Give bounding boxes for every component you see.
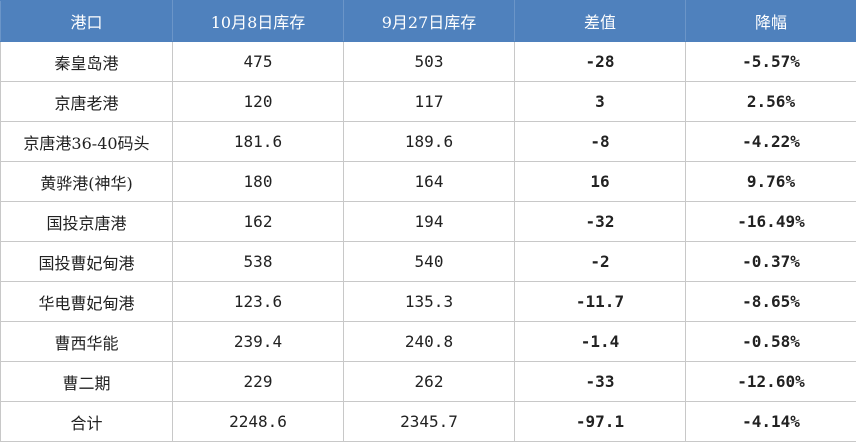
oct8-stock-cell: 180 <box>172 161 344 202</box>
sep27-stock-cell: 189.6 <box>343 121 515 162</box>
difference-cell: -32 <box>514 201 686 242</box>
table-header: 港口 10月8日库存 9月27日库存 差值 降幅 <box>0 0 856 42</box>
sep27-stock-cell: 262 <box>343 361 515 402</box>
port-name-cell: 京唐港36-40码头 <box>0 121 173 162</box>
difference-cell: -11.7 <box>514 281 686 322</box>
table-row: 京唐老港 120 117 3 2.56% <box>0 81 856 122</box>
oct8-stock-cell: 2248.6 <box>172 401 344 442</box>
oct8-stock-cell: 538 <box>172 241 344 282</box>
port-name-cell: 国投曹妃甸港 <box>0 241 173 282</box>
difference-cell: -33 <box>514 361 686 402</box>
change-rate-cell: -0.37% <box>685 241 856 282</box>
difference-cell: 3 <box>514 81 686 122</box>
change-rate-cell: -16.49% <box>685 201 856 242</box>
table-row: 曹西华能 239.4 240.8 -1.4 -0.58% <box>0 321 856 362</box>
change-rate-cell: 2.56% <box>685 81 856 122</box>
oct8-stock-cell: 239.4 <box>172 321 344 362</box>
table-row: 秦皇岛港 475 503 -28 -5.57% <box>0 41 856 82</box>
oct8-stock-cell: 123.6 <box>172 281 344 322</box>
table-row: 国投曹妃甸港 538 540 -2 -0.37% <box>0 241 856 282</box>
port-name-cell: 京唐老港 <box>0 81 173 122</box>
change-rate-cell: -4.22% <box>685 121 856 162</box>
sep27-stock-cell: 164 <box>343 161 515 202</box>
change-rate-cell: -12.60% <box>685 361 856 402</box>
difference-cell: -2 <box>514 241 686 282</box>
table-row: 黄骅港(神华) 180 164 16 9.76% <box>0 161 856 202</box>
table-body: 秦皇岛港 475 503 -28 -5.57% 京唐老港 120 117 3 2.56% 京唐港36… <box>0 41 856 442</box>
difference-cell: -1.4 <box>514 321 686 362</box>
oct8-stock-cell: 162 <box>172 201 344 242</box>
port-name-cell: 秦皇岛港 <box>0 41 173 82</box>
table-row: 曹二期 229 262 -33 -12.60% <box>0 361 856 402</box>
table-row: 合计 2248.6 2345.7 -97.1 -4.14% <box>0 401 856 442</box>
oct8-stock-header: 10月8日库存 <box>172 0 344 42</box>
port-name-cell: 曹西华能 <box>0 321 173 362</box>
sep27-stock-cell: 240.8 <box>343 321 515 362</box>
table-row: 国投京唐港 162 194 -32 -16.49% <box>0 201 856 242</box>
sep27-stock-cell: 135.3 <box>343 281 515 322</box>
port-header: 港口 <box>0 0 173 42</box>
oct8-stock-cell: 181.6 <box>172 121 344 162</box>
oct8-stock-cell: 229 <box>172 361 344 402</box>
sep27-stock-cell: 2345.7 <box>343 401 515 442</box>
port-name-cell: 黄骅港(神华) <box>0 161 173 202</box>
difference-cell: 16 <box>514 161 686 202</box>
sep27-stock-cell: 117 <box>343 81 515 122</box>
sep27-stock-cell: 540 <box>343 241 515 282</box>
sep27-stock-header: 9月27日库存 <box>343 0 515 42</box>
port-name-cell: 华电曹妃甸港 <box>0 281 173 322</box>
change-rate-cell: -5.57% <box>685 41 856 82</box>
port-name-cell: 曹二期 <box>0 361 173 402</box>
change-rate-cell: -8.65% <box>685 281 856 322</box>
oct8-stock-cell: 120 <box>172 81 344 122</box>
difference-cell: -8 <box>514 121 686 162</box>
header-row: 港口 10月8日库存 9月27日库存 差值 降幅 <box>0 0 856 42</box>
change-rate-cell: 9.76% <box>685 161 856 202</box>
difference-header: 差值 <box>514 0 686 42</box>
table-row: 华电曹妃甸港 123.6 135.3 -11.7 -8.65% <box>0 281 856 322</box>
sep27-stock-cell: 503 <box>343 41 515 82</box>
change-rate-header: 降幅 <box>685 0 856 42</box>
table-row: 京唐港36-40码头 181.6 189.6 -8 -4.22% <box>0 121 856 162</box>
port-name-cell: 国投京唐港 <box>0 201 173 242</box>
change-rate-cell: -0.58% <box>685 321 856 362</box>
sep27-stock-cell: 194 <box>343 201 515 242</box>
port-name-cell: 合计 <box>0 401 173 442</box>
difference-cell: -28 <box>514 41 686 82</box>
difference-cell: -97.1 <box>514 401 686 442</box>
oct8-stock-cell: 475 <box>172 41 344 82</box>
change-rate-cell: -4.14% <box>685 401 856 442</box>
